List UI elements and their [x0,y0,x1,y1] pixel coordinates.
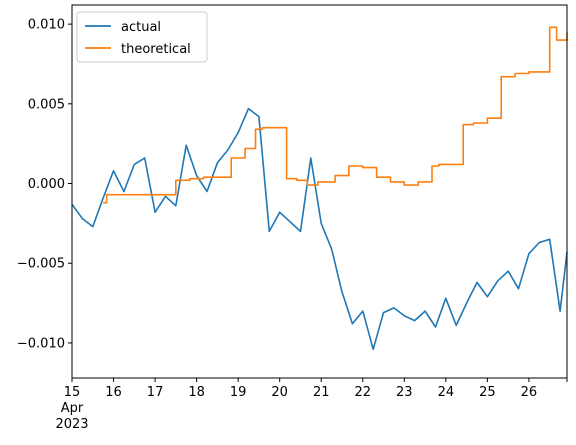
legend-label-theoretical: theoretical [121,42,191,57]
x-tick-label: 17 [147,385,164,400]
plot-area [72,5,567,378]
legend-box [76,11,208,63]
x-tick-label: 20 [271,385,288,400]
x-tick-year: 2023 [55,417,88,432]
x-tick-label: 26 [521,385,538,400]
x-tick-label: 23 [396,385,413,400]
plot-frame [71,4,568,379]
series-line-theoretical [103,26,568,204]
x-tick-label: 25 [479,385,496,400]
y-tick-label: 0.000 [28,177,65,192]
x-tick-label: 19 [230,385,247,400]
x-tick-label: 16 [105,385,122,400]
x-tick-label: 18 [188,385,205,400]
series-line-actual [71,107,568,351]
x-tick-month: Apr [61,401,84,416]
y-tick-label: −0.005 [17,257,65,272]
x-tick-label: 21 [313,385,330,400]
y-axis: 0.010 0.005 0.000 −0.005 −0.010 [17,18,72,351]
y-tick-label: 0.010 [28,18,65,33]
legend: actual theoretical [76,11,208,63]
y-tick-label: 0.005 [28,97,65,112]
x-tick-label: 15 [64,385,81,400]
series-layer [71,26,568,351]
x-tick-label: 24 [438,385,455,400]
x-tick-label: 22 [354,385,371,400]
y-tick-label: −0.010 [17,336,65,351]
legend-label-actual: actual [121,20,161,35]
